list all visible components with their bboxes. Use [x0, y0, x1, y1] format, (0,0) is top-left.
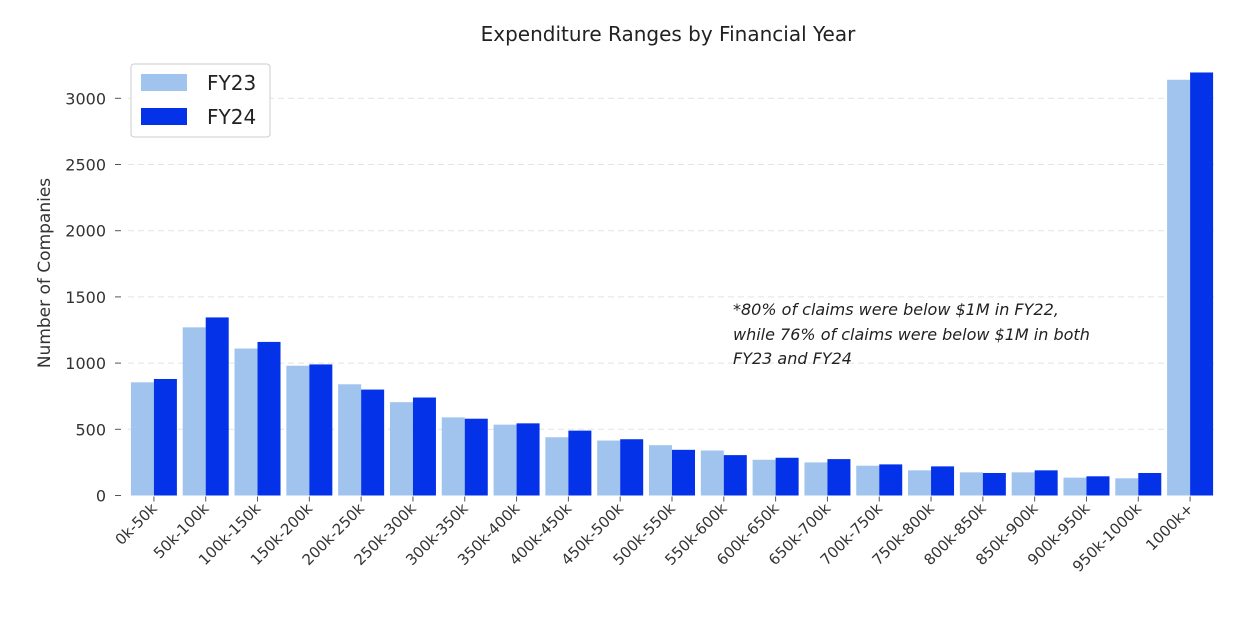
bar-fy24-650k-700k [827, 459, 851, 496]
bar-fy24-500k-550k [672, 449, 695, 496]
bars [130, 72, 1214, 496]
y-axis: 0 500 1000 1500 2000 2500 3000 [65, 89, 121, 506]
bar-fy23-550k-600k [700, 450, 724, 496]
bar-fy24-300k-350k [464, 418, 488, 496]
y-tick-label: 0 [96, 487, 106, 506]
annotation-note: *80% of claims were below $1M in FY22, w… [733, 300, 1090, 368]
annotation-line-2: while 76% of claims were below $1M in bo… [733, 325, 1090, 344]
bar-fy24-600k-650k [775, 457, 799, 496]
bar-fy23-1000k+ [1167, 79, 1191, 496]
bar-fy23-500k-550k [649, 445, 672, 496]
bar-fy23-350k-400k [493, 424, 517, 496]
bar-fy24-250k-300k [412, 397, 436, 496]
y-tick-label: 1000 [65, 354, 106, 373]
x-tick-label: 0k-50k [112, 499, 161, 548]
y-tick-label: 2000 [65, 222, 106, 241]
bar-fy23-700k-750k [856, 465, 880, 496]
bar-fy23-950k-1000k [1115, 478, 1139, 496]
bar-fy23-150k-200k [286, 365, 310, 496]
bar-fy23-100k-150k [234, 348, 258, 496]
bar-fy23-450k-500k [597, 440, 621, 496]
bar-fy24-700k-750k [879, 464, 903, 496]
y-tick-label: 1500 [65, 288, 106, 307]
x-axis: 0k-50k50k-100k100k-150k150k-200k200k-250… [112, 496, 1197, 576]
y-tick-label: 2500 [65, 156, 106, 175]
bar-fy23-250k-300k [389, 402, 413, 496]
bar-fy23-900k-950k [1063, 477, 1087, 496]
legend-swatch-fy23 [141, 74, 187, 91]
legend: FY23 FY24 [130, 63, 271, 138]
bar-fy24-950k-1000k [1138, 472, 1162, 496]
bar-fy23-400k-450k [545, 437, 569, 496]
bar-fy24-200k-250k [361, 389, 385, 496]
bar-fy23-0k-50k [130, 382, 154, 496]
legend-label-fy23: FY23 [207, 71, 256, 95]
bar-fy23-300k-350k [441, 417, 465, 496]
bar-fy23-750k-800k [908, 470, 932, 496]
bar-fy23-50k-100k [182, 327, 206, 496]
chart-title: Expenditure Ranges by Financial Year [481, 22, 856, 46]
bar-fy24-50k-100k [205, 317, 229, 496]
y-tick-label: 500 [75, 420, 106, 439]
bar-fy24-900k-950k [1086, 476, 1110, 496]
bar-fy23-600k-650k [752, 459, 776, 496]
bar-fy23-200k-250k [338, 384, 362, 496]
bar-fy24-350k-400k [516, 423, 540, 496]
bar-fy24-750k-800k [931, 466, 955, 496]
bar-fy23-650k-700k [804, 462, 828, 496]
annotation-line-3: FY23 and FY24 [733, 349, 852, 368]
y-tick-label: 3000 [65, 89, 106, 108]
y-axis-title: Number of Companies [35, 178, 55, 368]
annotation-line-1: *80% of claims were below $1M in FY22, [733, 300, 1059, 319]
bar-fy23-850k-900k [1011, 472, 1035, 496]
bar-fy24-100k-150k [257, 341, 281, 496]
bar-fy23-800k-850k [959, 472, 983, 496]
legend-swatch-fy24 [141, 108, 187, 125]
bar-fy24-450k-500k [620, 439, 644, 496]
bar-fy24-0k-50k [153, 378, 177, 496]
bar-fy24-550k-600k [723, 455, 747, 496]
bar-fy24-150k-200k [309, 364, 333, 496]
legend-label-fy24: FY24 [207, 105, 256, 129]
bar-fy24-1000k+ [1190, 72, 1214, 496]
bar-fy24-850k-900k [1034, 470, 1058, 496]
x-tick-label: 1000k+ [1142, 500, 1197, 555]
bar-fy24-800k-850k [982, 472, 1006, 496]
gridlines [128, 97, 1216, 430]
bar-fy24-400k-450k [568, 430, 592, 496]
